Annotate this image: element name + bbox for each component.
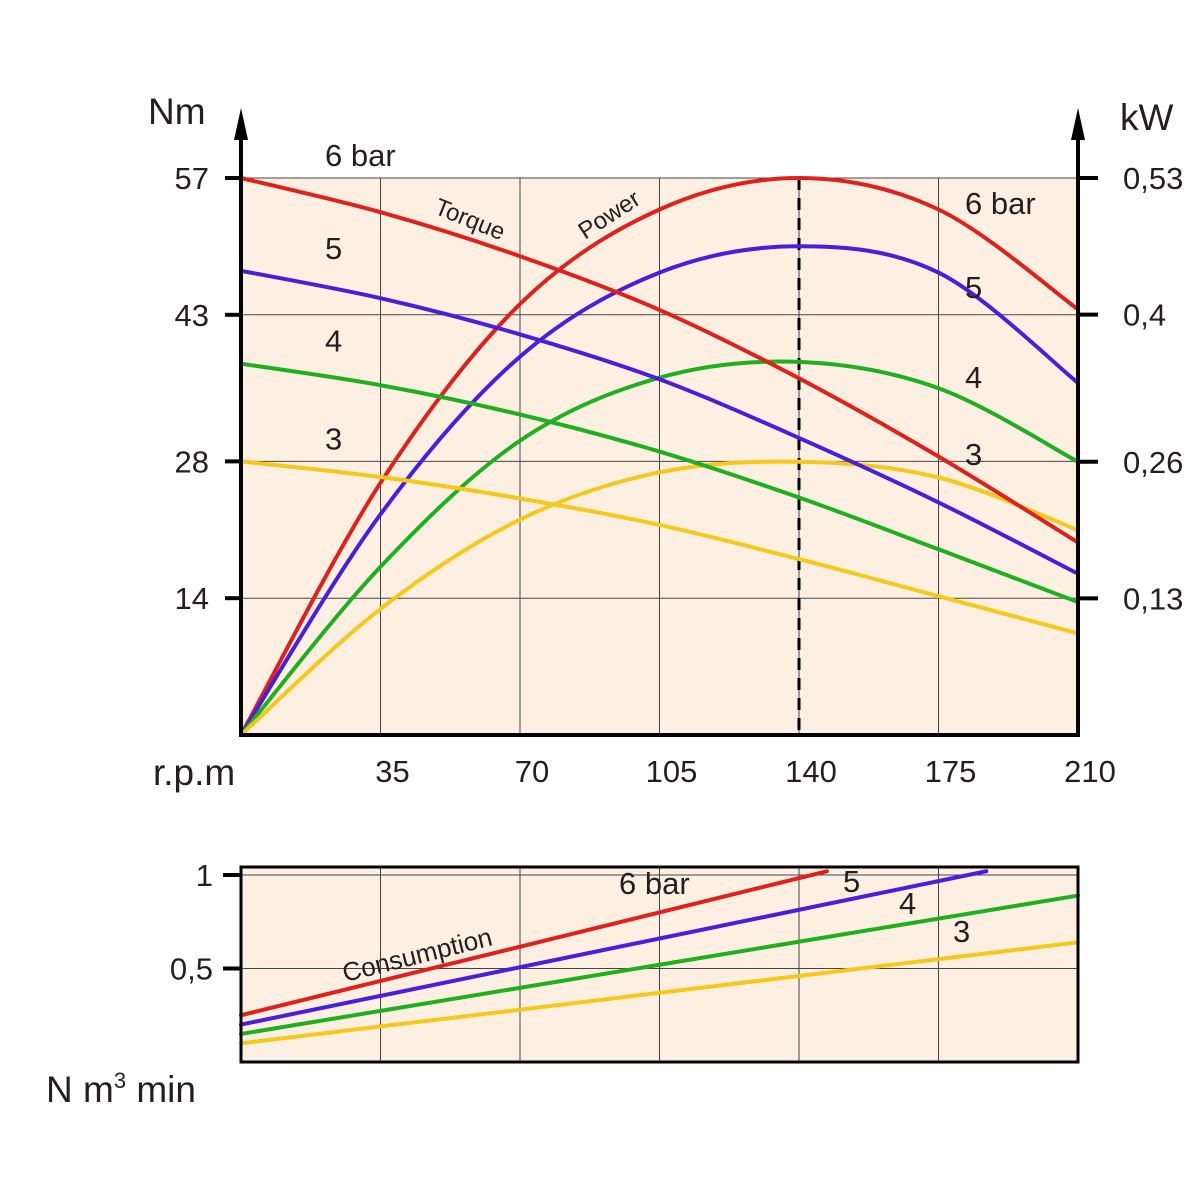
consumption-line-6-bar	[239, 869, 829, 1018]
x-tick-label-140: 140	[785, 754, 837, 789]
x-tick-label-35: 35	[375, 754, 409, 789]
x-tick-label-210: 210	[1064, 754, 1116, 789]
torque-line-3	[239, 459, 1080, 636]
y-right-tick-label-0-13: 0,13	[1123, 581, 1183, 616]
y-left-tick-label-28: 28	[175, 444, 209, 479]
x-tick-label-175: 175	[925, 754, 977, 789]
consumption-chart: 0,51 6 bar 543 Consumption N m3 min	[46, 858, 1080, 1110]
consumption-label-3: 3	[953, 914, 970, 949]
power-label-3: 3	[965, 437, 982, 472]
torque-label-6-bar: 6 bar	[325, 138, 396, 173]
y-left-tick-label-57: 57	[175, 161, 209, 196]
consumption-unit-tail: min	[126, 1069, 196, 1110]
performance-curves	[239, 175, 1080, 737]
torque-line-4	[239, 361, 1080, 605]
y-left-tick-label-14: 14	[175, 581, 209, 616]
torque-label-3: 3	[325, 421, 342, 456]
left-y-axis-arrow	[234, 108, 248, 140]
y-right-tick-label-0-26: 0,26	[1123, 445, 1183, 480]
consumption-label-5: 5	[843, 864, 860, 899]
torque-label-4: 4	[325, 324, 342, 359]
consumption-line-3	[239, 940, 1080, 1046]
consumption-line-4	[239, 893, 1080, 1036]
consumption-ticks: 0,51	[170, 858, 241, 987]
power-line-6-bar	[239, 175, 1080, 737]
power-label-5: 5	[965, 270, 982, 305]
torque-label-5: 5	[325, 231, 342, 266]
consumption-unit-base: N m	[46, 1069, 114, 1110]
y-right-tick-label-0-53: 0,53	[1123, 161, 1183, 196]
performance-series-labels: 6 bar 5 4 3 6 bar 5 4 3	[325, 138, 1036, 472]
torque-line-5	[239, 268, 1080, 576]
y-right-unit-label: kW	[1120, 97, 1174, 138]
consumption-grid	[241, 867, 1078, 1062]
x-tick-label-70: 70	[515, 754, 549, 789]
consumption-label-4: 4	[899, 886, 916, 921]
consumption-curves	[239, 869, 1080, 1046]
consumption-frame	[239, 865, 1080, 1064]
y-left-unit-label: Nm	[148, 91, 206, 132]
right-y-axis-arrow	[1071, 108, 1085, 140]
y-right-tick-label-0-4: 0,4	[1123, 298, 1166, 333]
consumption-y-tick-label-0-5: 0,5	[170, 952, 213, 987]
torque-line-6-bar	[239, 176, 1080, 545]
y-left-tick-label-43: 43	[175, 298, 209, 333]
x-axis-label: r.p.m	[153, 752, 235, 793]
consumption-unit-label: N m3 min	[46, 1068, 196, 1110]
x-tick-label-105: 105	[646, 754, 698, 789]
power-label-6-bar: 6 bar	[965, 186, 1036, 221]
consumption-label-6-bar: 6 bar	[619, 866, 690, 901]
consumption-series-labels: 6 bar 5 4 3	[619, 864, 970, 949]
power-label-4: 4	[965, 360, 982, 395]
consumption-y-tick-label-1: 1	[196, 858, 213, 893]
power-line-5	[239, 244, 1080, 737]
power-line-4	[239, 359, 1080, 737]
power-line-3	[239, 459, 1080, 737]
consumption-unit-sup: 3	[114, 1068, 126, 1093]
consumption-line-5	[239, 869, 989, 1027]
